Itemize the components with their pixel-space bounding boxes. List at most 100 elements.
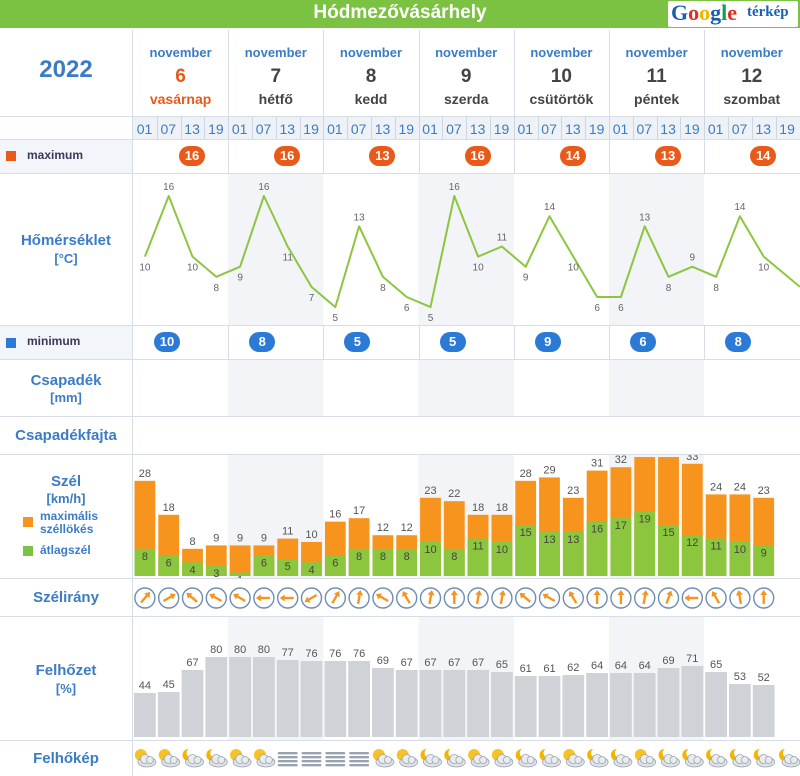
sun-cloud-icon	[563, 749, 585, 768]
cloud-cover-value: 64	[591, 660, 603, 672]
hour-label: 13	[469, 121, 486, 137]
moon-cloud-icon	[587, 748, 609, 768]
wind-arrow-icon	[634, 587, 656, 609]
wind-avg-bar	[134, 548, 156, 576]
wind-avg-bar	[610, 518, 632, 576]
cloud-cover-bar	[491, 672, 513, 737]
temperature-value: 9	[237, 273, 243, 284]
cloud-cover-bar	[657, 668, 680, 737]
wind-gust-value: 24	[734, 481, 746, 493]
temperature-value: 16	[449, 182, 461, 193]
wind-arrow-icon	[372, 587, 394, 609]
cloud-cover-bar	[205, 657, 228, 737]
wind-avg-bar	[467, 538, 489, 576]
wind-avg-value: 19	[639, 513, 651, 525]
cloud-cover-bar	[538, 676, 561, 737]
hour-label: 01	[517, 121, 534, 137]
wind-gust-value: 23	[567, 485, 579, 497]
precip-title: Csapadék	[30, 372, 102, 389]
hour-label: 19	[208, 121, 224, 137]
sun-cloud-icon	[372, 749, 395, 768]
day-header: november 11 péntek	[609, 30, 704, 116]
wind-avg-value: 9	[761, 547, 767, 559]
wind-gust-value: 9	[213, 532, 219, 544]
wind-avg-value: 10	[734, 544, 746, 556]
cloud-cover-bar	[681, 666, 704, 737]
fog-icon	[325, 752, 346, 767]
sun-cloud-icon	[134, 749, 157, 768]
cloud-cover-bar	[752, 685, 775, 737]
cloud-unit: [%]	[55, 681, 77, 696]
temperature-value: 9	[523, 273, 529, 284]
wind-gust-value: 35	[662, 455, 674, 456]
wind-avg-value: 4	[189, 564, 195, 576]
maximum-marker-icon	[6, 151, 16, 161]
wind-gust-bar	[229, 545, 251, 576]
temperature-value: 6	[594, 303, 600, 314]
day-name: kedd	[354, 91, 388, 107]
wind-avg-value: 8	[356, 551, 362, 563]
daily-min-badge: 8	[249, 332, 276, 352]
wind-gust-value: 32	[615, 455, 627, 466]
sun-cloud-icon	[634, 749, 657, 768]
temperature-value: 16	[163, 182, 175, 193]
moon-cloud-icon	[444, 748, 466, 768]
year-label: 2022	[39, 56, 93, 83]
wind-avg-bar	[515, 525, 537, 576]
day-number: 12	[741, 66, 763, 87]
temperature-value: 8	[713, 283, 719, 294]
cloud-cover-value: 53	[734, 671, 746, 683]
wind-gust-value: 17	[353, 505, 365, 517]
wind-arrow-icon	[277, 587, 299, 609]
google-logo[interactable]: Google	[671, 0, 738, 25]
wind-arrow-icon	[443, 587, 465, 609]
city-title: Hódmezővásárhely	[313, 2, 487, 23]
temperature-value: 6	[404, 303, 410, 314]
day-number: 8	[365, 66, 377, 87]
day-number: 9	[460, 66, 472, 87]
hour-label: 19	[398, 121, 415, 137]
wind-arrow-icon	[134, 587, 156, 609]
wind-gust-value: 18	[472, 502, 484, 514]
wind-avg-bar	[229, 572, 251, 576]
day-header: november 12 szombat	[704, 30, 799, 116]
wind-arrow-icon	[729, 587, 751, 609]
cloud-cover-value: 65	[496, 659, 508, 671]
map-link-label[interactable]: térkép	[747, 4, 789, 20]
wind-avg-bar	[348, 548, 370, 576]
wind-arrow-icon	[562, 587, 584, 609]
cloud-cover-bar	[419, 670, 442, 737]
wind-avg-bar	[182, 562, 203, 576]
cloud-cover-value: 76	[329, 648, 341, 660]
wind-gust-value: 23	[424, 485, 436, 497]
hour-label: 19	[588, 121, 605, 137]
wind-avg-bar	[205, 565, 227, 576]
sun-cloud-icon	[253, 749, 276, 768]
cloud-cover-value: 61	[543, 663, 555, 675]
cloud-cover-bar	[562, 675, 585, 737]
hour-label: 07	[446, 121, 462, 137]
wind-avg-bar	[753, 545, 775, 576]
google-map-button[interactable]	[668, 1, 798, 27]
wind-avg-value: 1	[237, 575, 243, 578]
wind-avg-bar	[158, 555, 180, 576]
cloud-cover-bar	[395, 670, 418, 737]
moon-cloud-icon	[206, 748, 228, 768]
minimum-label: minimum	[27, 334, 81, 348]
gust-legend-icon	[23, 517, 33, 527]
cloud-cover-value: 80	[234, 644, 246, 656]
cloud-cover-bar	[467, 670, 489, 737]
hour-label: 07	[160, 121, 177, 137]
hour-label: 01	[327, 121, 343, 137]
cloud-cover-value: 61	[520, 663, 532, 675]
wind-avg-bar	[562, 531, 584, 576]
cloud-cover-value: 67	[472, 657, 484, 669]
temperature-line	[143, 195, 800, 309]
wind-avg-value: 12	[686, 537, 698, 549]
day-month: november	[625, 45, 688, 60]
cloud-cover-value: 67	[448, 657, 460, 669]
cloud-cover-bar	[276, 660, 299, 737]
fog-icon	[277, 752, 298, 767]
hour-label: 07	[636, 121, 653, 137]
wind-avg-value: 11	[710, 541, 721, 553]
